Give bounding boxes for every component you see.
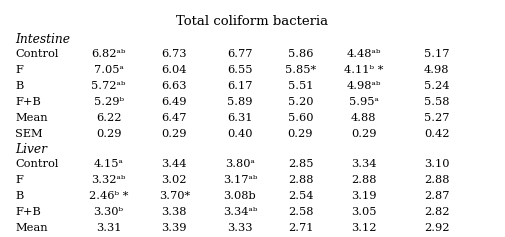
Text: 5.85*: 5.85* xyxy=(285,65,316,75)
Text: Liver: Liver xyxy=(15,143,47,156)
Text: Total coliform bacteria: Total coliform bacteria xyxy=(176,15,329,28)
Text: B: B xyxy=(15,81,24,91)
Text: 7.05ᵃ: 7.05ᵃ xyxy=(93,65,124,75)
Text: 4.48ᵃᵇ: 4.48ᵃᵇ xyxy=(346,49,381,59)
Text: 0.40: 0.40 xyxy=(227,129,252,139)
Text: 6.73: 6.73 xyxy=(162,49,187,59)
Text: 0.42: 0.42 xyxy=(424,129,449,139)
Text: 6.31: 6.31 xyxy=(227,113,252,123)
Text: 5.58: 5.58 xyxy=(424,97,449,107)
Text: 4.88: 4.88 xyxy=(351,113,376,123)
Text: 3.02: 3.02 xyxy=(162,175,187,185)
Text: 2.46ᵇ *: 2.46ᵇ * xyxy=(89,191,128,201)
Text: 6.77: 6.77 xyxy=(227,49,252,59)
Text: 3.34ᵃᵇ: 3.34ᵃᵇ xyxy=(223,207,257,217)
Text: 5.89: 5.89 xyxy=(227,97,252,107)
Text: Control: Control xyxy=(15,49,59,59)
Text: 6.63: 6.63 xyxy=(162,81,187,91)
Text: 5.95ᵃ: 5.95ᵃ xyxy=(348,97,379,107)
Text: Mean: Mean xyxy=(15,113,48,123)
Text: 2.88: 2.88 xyxy=(351,175,376,185)
Text: 2.58: 2.58 xyxy=(288,207,313,217)
Text: 3.80ᵃ: 3.80ᵃ xyxy=(225,159,255,169)
Text: 6.55: 6.55 xyxy=(227,65,252,75)
Text: F: F xyxy=(15,65,23,75)
Text: 2.87: 2.87 xyxy=(424,191,449,201)
Text: 6.82ᵃᵇ: 6.82ᵃᵇ xyxy=(91,49,126,59)
Text: Control: Control xyxy=(15,159,59,169)
Text: 5.20: 5.20 xyxy=(288,97,313,107)
Text: 2.88: 2.88 xyxy=(288,175,313,185)
Text: 3.44: 3.44 xyxy=(162,159,187,169)
Text: 4.98ᵃᵇ: 4.98ᵃᵇ xyxy=(346,81,381,91)
Text: 3.10: 3.10 xyxy=(424,159,449,169)
Text: 3.38: 3.38 xyxy=(162,207,187,217)
Text: 6.22: 6.22 xyxy=(96,113,121,123)
Text: 5.86: 5.86 xyxy=(288,49,313,59)
Text: 2.85: 2.85 xyxy=(288,159,313,169)
Text: 3.39: 3.39 xyxy=(162,223,187,233)
Text: 0.29: 0.29 xyxy=(96,129,121,139)
Text: 0.29: 0.29 xyxy=(162,129,187,139)
Text: 3.05: 3.05 xyxy=(351,207,376,217)
Text: 3.32ᵃᵇ: 3.32ᵃᵇ xyxy=(91,175,126,185)
Text: 5.27: 5.27 xyxy=(424,113,449,123)
Text: SEM: SEM xyxy=(15,129,43,139)
Text: 3.19: 3.19 xyxy=(351,191,376,201)
Text: 3.31: 3.31 xyxy=(96,223,121,233)
Text: 3.30ᵇ: 3.30ᵇ xyxy=(93,207,124,217)
Text: 6.17: 6.17 xyxy=(227,81,252,91)
Text: 3.34: 3.34 xyxy=(351,159,376,169)
Text: 6.49: 6.49 xyxy=(162,97,187,107)
Text: 3.33: 3.33 xyxy=(227,223,252,233)
Text: 3.08b: 3.08b xyxy=(224,191,256,201)
Text: 4.11ᵇ *: 4.11ᵇ * xyxy=(344,65,383,75)
Text: 5.24: 5.24 xyxy=(424,81,449,91)
Text: 2.88: 2.88 xyxy=(424,175,449,185)
Text: 2.54: 2.54 xyxy=(288,191,313,201)
Text: 2.92: 2.92 xyxy=(424,223,449,233)
Text: 4.98: 4.98 xyxy=(424,65,449,75)
Text: 5.72ᵃᵇ: 5.72ᵃᵇ xyxy=(91,81,126,91)
Text: 3.12: 3.12 xyxy=(351,223,376,233)
Text: 0.29: 0.29 xyxy=(351,129,376,139)
Text: 5.60: 5.60 xyxy=(288,113,313,123)
Text: 4.15ᵃ: 4.15ᵃ xyxy=(93,159,124,169)
Text: 6.04: 6.04 xyxy=(162,65,187,75)
Text: 0.29: 0.29 xyxy=(288,129,313,139)
Text: F+B: F+B xyxy=(15,207,41,217)
Text: 5.17: 5.17 xyxy=(424,49,449,59)
Text: 2.71: 2.71 xyxy=(288,223,313,233)
Text: 3.17ᵃᵇ: 3.17ᵃᵇ xyxy=(223,175,257,185)
Text: Intestine: Intestine xyxy=(15,33,70,46)
Text: B: B xyxy=(15,191,24,201)
Text: 6.47: 6.47 xyxy=(162,113,187,123)
Text: 3.70*: 3.70* xyxy=(159,191,190,201)
Text: 5.29ᵇ: 5.29ᵇ xyxy=(93,97,124,107)
Text: F+B: F+B xyxy=(15,97,41,107)
Text: Mean: Mean xyxy=(15,223,48,233)
Text: 2.82: 2.82 xyxy=(424,207,449,217)
Text: 5.51: 5.51 xyxy=(288,81,313,91)
Text: F: F xyxy=(15,175,23,185)
